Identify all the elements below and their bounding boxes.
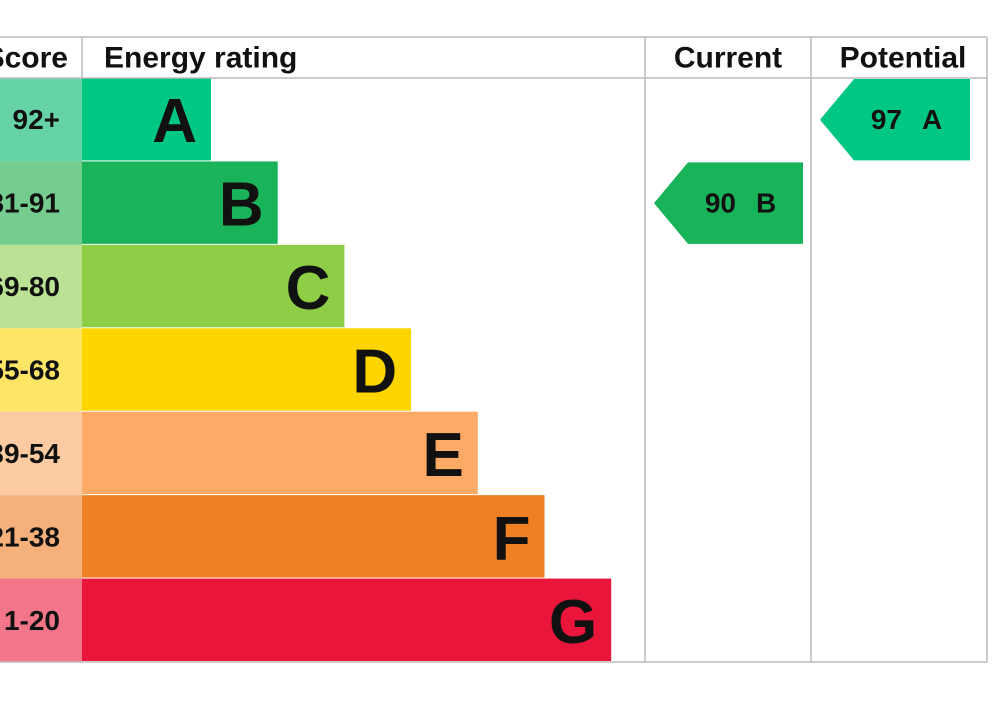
score-cell	[0, 411, 82, 496]
rating-letter: A	[152, 87, 197, 156]
rating-bar	[82, 78, 211, 161]
score-label: 39-54	[0, 438, 60, 469]
current-value: 90	[705, 188, 736, 219]
current-header: Current	[674, 42, 782, 75]
rating-letter: F	[493, 504, 531, 573]
score-label: 81-91	[0, 188, 60, 219]
score-cell	[0, 328, 82, 412]
rating-letter: E	[422, 421, 463, 490]
score-cell	[0, 78, 82, 162]
rating-letter: B	[219, 171, 264, 240]
rating-bar	[82, 578, 612, 661]
rating-bar	[82, 244, 345, 328]
potential-header: Potential	[840, 42, 967, 75]
score-cell	[0, 161, 82, 245]
table-grid	[0, 36, 988, 663]
potential-arrow	[820, 79, 970, 161]
rating-header: Energy rating	[104, 42, 297, 75]
score-cell	[0, 578, 82, 662]
score-cell	[0, 495, 82, 579]
rating-bar	[82, 161, 278, 244]
current-arrow	[654, 162, 803, 244]
potential-value: 97	[871, 104, 902, 135]
potential-letter: A	[922, 104, 942, 135]
rating-letter: C	[286, 254, 331, 323]
rating-bar	[82, 495, 545, 578]
rating-letter: G	[549, 588, 597, 657]
score-cell	[0, 244, 82, 329]
score-label: 21-38	[0, 521, 60, 552]
current-letter: B	[756, 188, 776, 219]
score-label: 69-80	[0, 271, 60, 302]
score-label: 55-68	[0, 355, 60, 386]
rating-bar	[82, 411, 478, 495]
rating-letter: D	[352, 338, 397, 407]
score-header: Score	[0, 42, 68, 75]
rating-bar	[82, 328, 412, 411]
score-label: 92+	[13, 104, 61, 135]
score-label: 1-20	[4, 605, 60, 636]
